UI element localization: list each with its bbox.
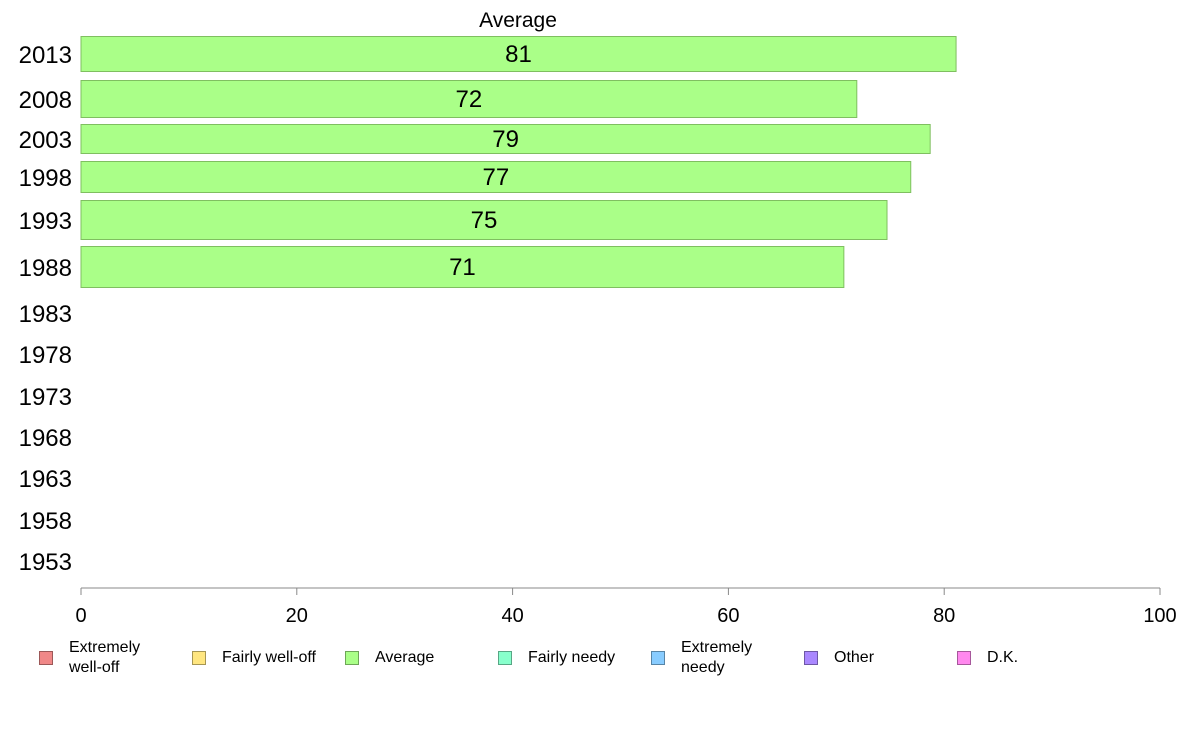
- x-tick-label: 100: [1143, 605, 1176, 627]
- bar-1993: [80, 200, 888, 240]
- legend-label: Fairly well-off: [222, 649, 316, 666]
- x-tick-label: 40: [501, 605, 523, 627]
- bar-chart: Average 81 72 79 77 75 71 2013 2008 2003 1998 199…: [19, 9, 1177, 627]
- legend-swatch: [498, 651, 512, 665]
- x-tick-label: 20: [286, 605, 308, 627]
- bar-1988: [80, 246, 845, 288]
- legend-label: D.K.: [987, 649, 1019, 666]
- legend-swatch: [651, 651, 665, 665]
- y-tick-label: 1983: [19, 301, 72, 328]
- legend-item: Other: [804, 636, 874, 680]
- legend-item: Average: [345, 636, 434, 680]
- chart-title: Average: [479, 9, 557, 32]
- legend-swatch: [345, 651, 359, 665]
- legend-swatch: [804, 651, 818, 665]
- y-tick-label: 2013: [19, 42, 72, 69]
- legend-item: Extremely well-off: [39, 636, 140, 680]
- bar-1998: [80, 161, 912, 193]
- bar-value-label: 72: [456, 86, 483, 113]
- bars-group: 81 72 79 77 75 71: [80, 36, 957, 288]
- x-axis: 0 20 40 60 80 100: [75, 587, 1177, 627]
- y-tick-label: 1978: [19, 342, 72, 369]
- bar-2013: [80, 36, 957, 72]
- x-tick-label: 80: [933, 605, 955, 627]
- y-tick-label: 2003: [19, 127, 72, 154]
- legend-label: Fairly needy: [528, 649, 616, 666]
- y-tick-label: 1968: [19, 425, 72, 452]
- y-tick-label: 2008: [19, 87, 72, 114]
- bar-value-label: 71: [449, 254, 476, 281]
- bar-2003: [80, 124, 931, 154]
- legend-label: Extremely needy: [681, 639, 753, 676]
- legend-label: Average: [375, 649, 435, 666]
- y-tick-label: 1973: [19, 384, 72, 411]
- legend-item: Fairly well-off: [192, 636, 316, 680]
- bar-2008: [80, 80, 858, 118]
- bar-value-label: 75: [471, 207, 498, 234]
- legend-label: Other: [834, 649, 875, 666]
- bar-value-label: 79: [492, 126, 519, 153]
- y-tick-label: 1953: [19, 549, 72, 576]
- legend-item: Fairly needy: [498, 636, 615, 680]
- bar-value-label: 77: [483, 164, 510, 191]
- legend-swatch: [39, 651, 53, 665]
- legend-swatch: [957, 651, 971, 665]
- y-axis-tick-labels: 2013 2008 2003 1998 1993 1988 1983 1978 1973 1968…: [19, 42, 72, 576]
- legend-item: D.K.: [957, 636, 1018, 680]
- legend-label: Extremely well-off: [69, 639, 141, 676]
- y-tick-label: 1958: [19, 508, 72, 535]
- bar-value-label: 81: [505, 41, 532, 68]
- y-tick-label: 1993: [19, 208, 72, 235]
- legend-swatch: [192, 651, 206, 665]
- x-tick-label: 60: [717, 605, 739, 627]
- x-tick-label: 0: [75, 605, 86, 627]
- legend-item: Extremely needy: [651, 636, 752, 680]
- legend: Extremely well-off Fairly well-off Average…: [0, 636, 1188, 686]
- y-tick-label: 1963: [19, 466, 72, 493]
- y-tick-label: 1998: [19, 165, 72, 192]
- y-tick-label: 1988: [19, 255, 72, 282]
